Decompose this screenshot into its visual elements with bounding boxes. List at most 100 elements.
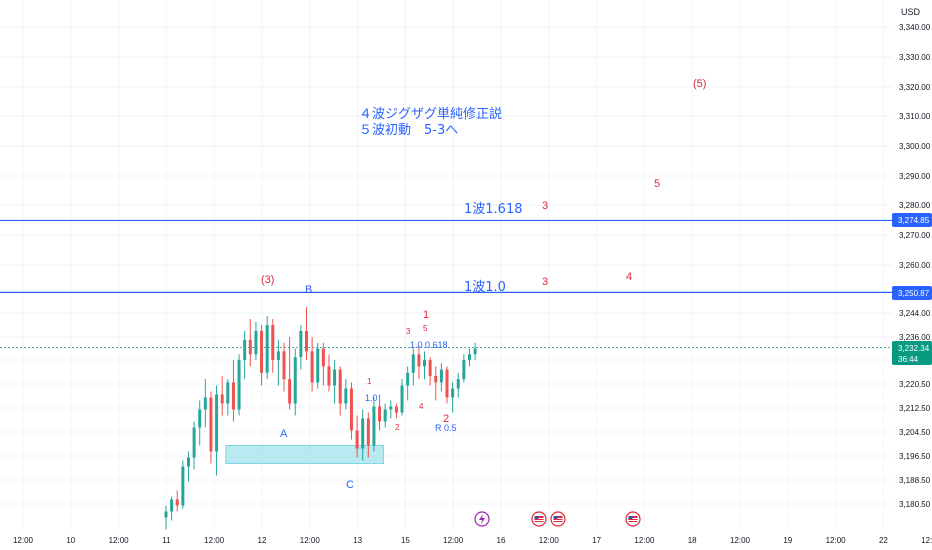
candle-body bbox=[215, 394, 219, 452]
candle bbox=[445, 366, 449, 404]
candle bbox=[237, 354, 241, 416]
candle-body bbox=[439, 369, 443, 383]
y-tick-label: 3,300.00 bbox=[899, 142, 931, 151]
candle-body bbox=[406, 372, 410, 386]
us-flag-icon[interactable] bbox=[625, 511, 641, 527]
candle bbox=[288, 337, 292, 410]
candle-body bbox=[181, 466, 185, 506]
x-tick-label: 12:00 bbox=[13, 536, 34, 545]
candle-body bbox=[209, 397, 213, 452]
candle bbox=[423, 351, 427, 380]
candle-body bbox=[383, 409, 387, 422]
candle-body bbox=[203, 397, 207, 410]
candle-body bbox=[349, 388, 353, 431]
sub-wave-2-label: 2 bbox=[395, 423, 400, 432]
x-tick-label: 12:00 bbox=[300, 536, 321, 545]
candle bbox=[175, 490, 179, 512]
lightning-icon[interactable] bbox=[474, 511, 490, 527]
y-tick-label: 3,320.00 bbox=[899, 83, 931, 92]
y-tick-label: 3,310.00 bbox=[899, 112, 931, 121]
x-tick-label: 12:00 bbox=[539, 536, 560, 545]
candle bbox=[215, 385, 219, 476]
level-upper-tag bbox=[892, 213, 932, 227]
candle bbox=[265, 316, 269, 380]
time-axis[interactable]: 12:00 10 12:00 11 12:00 12 12:00 13 15 12:00 16 12:… bbox=[0, 530, 932, 550]
candle bbox=[254, 322, 258, 360]
y-tick-label: 3,330.00 bbox=[899, 53, 931, 62]
candle-body bbox=[231, 382, 235, 410]
candle bbox=[349, 382, 353, 440]
candle-body bbox=[456, 379, 460, 389]
wave-b-label: B bbox=[305, 284, 312, 296]
event-markers[interactable] bbox=[474, 511, 641, 527]
x-tick-label: 12:00 bbox=[921, 536, 932, 545]
price-tags: 3,274.85 3,250.87 3,232.34 36:44 bbox=[892, 213, 932, 365]
candle bbox=[203, 379, 207, 428]
candle-body bbox=[305, 331, 308, 352]
candle bbox=[462, 354, 466, 383]
candle-body bbox=[310, 351, 314, 383]
candle-body bbox=[361, 418, 365, 449]
candle bbox=[366, 412, 370, 458]
candle-body bbox=[423, 360, 427, 367]
us-flag-icon[interactable] bbox=[531, 511, 547, 527]
x-tick-label: 16 bbox=[497, 536, 506, 545]
candle-body bbox=[462, 360, 466, 380]
x-tick-label: 12 bbox=[258, 536, 267, 545]
candle-body bbox=[260, 331, 264, 373]
y-tick-label: 3,340.00 bbox=[899, 23, 931, 32]
wave-3-lower-label: 3 bbox=[542, 276, 548, 288]
candle bbox=[355, 415, 359, 458]
candle-body bbox=[411, 354, 415, 373]
candle-body bbox=[327, 366, 331, 386]
currency-label: USD bbox=[901, 7, 921, 17]
candle-body bbox=[175, 499, 179, 506]
y-tick-label: 3,196.50 bbox=[899, 452, 931, 461]
last-price-text: 3,232.34 bbox=[898, 344, 930, 353]
candle bbox=[394, 403, 398, 419]
candle bbox=[293, 348, 297, 416]
level-lower-label: 1波1.0 bbox=[464, 280, 506, 295]
us-flag-icon[interactable] bbox=[550, 511, 566, 527]
candle-body bbox=[394, 406, 398, 413]
candle-body bbox=[344, 388, 348, 404]
wave-c-label: C bbox=[346, 479, 354, 491]
y-tick-label: 3,180.50 bbox=[899, 500, 931, 509]
candle bbox=[248, 319, 252, 367]
candle bbox=[372, 397, 376, 452]
candle bbox=[231, 360, 235, 422]
x-tick-label: 12:00 bbox=[634, 536, 655, 545]
candle bbox=[164, 505, 168, 530]
candle-body bbox=[473, 348, 477, 355]
candle bbox=[321, 342, 325, 386]
candle bbox=[338, 366, 342, 416]
level-lower-tag bbox=[892, 286, 932, 300]
candle-body bbox=[254, 331, 258, 355]
x-tick-label: 12:00 bbox=[109, 536, 130, 545]
last-price-tag bbox=[892, 341, 932, 365]
candle bbox=[186, 451, 190, 482]
candle-body bbox=[276, 351, 280, 360]
countdown-text: 36:44 bbox=[898, 355, 919, 364]
candle-body bbox=[428, 360, 432, 376]
y-tick-label: 3,188.50 bbox=[899, 476, 931, 485]
candle-body bbox=[338, 369, 342, 404]
candle-body bbox=[226, 382, 230, 404]
candle-body bbox=[282, 351, 286, 380]
y-tick-label: 3,270.00 bbox=[899, 231, 931, 240]
level-upper-tag-text: 3,274.85 bbox=[898, 216, 930, 225]
y-tick-label: 3,204.50 bbox=[899, 428, 931, 437]
level-upper-label: 1波1.618 bbox=[464, 202, 523, 217]
candle-body bbox=[243, 339, 247, 360]
wave-4-label: 4 bbox=[626, 271, 632, 283]
candle bbox=[316, 342, 320, 389]
candle-body bbox=[299, 331, 303, 358]
candle-body bbox=[451, 388, 455, 398]
fib-0-618-label: 1.0 0.618 bbox=[410, 340, 448, 350]
price-axis[interactable]: USD 3,340.00 3,330.00 3,320.00 3,310.00 3,30… bbox=[892, 0, 932, 530]
candle bbox=[260, 325, 264, 386]
candle-body bbox=[164, 511, 168, 518]
x-tick-label: 12:00 bbox=[826, 536, 847, 545]
candle bbox=[417, 345, 421, 380]
